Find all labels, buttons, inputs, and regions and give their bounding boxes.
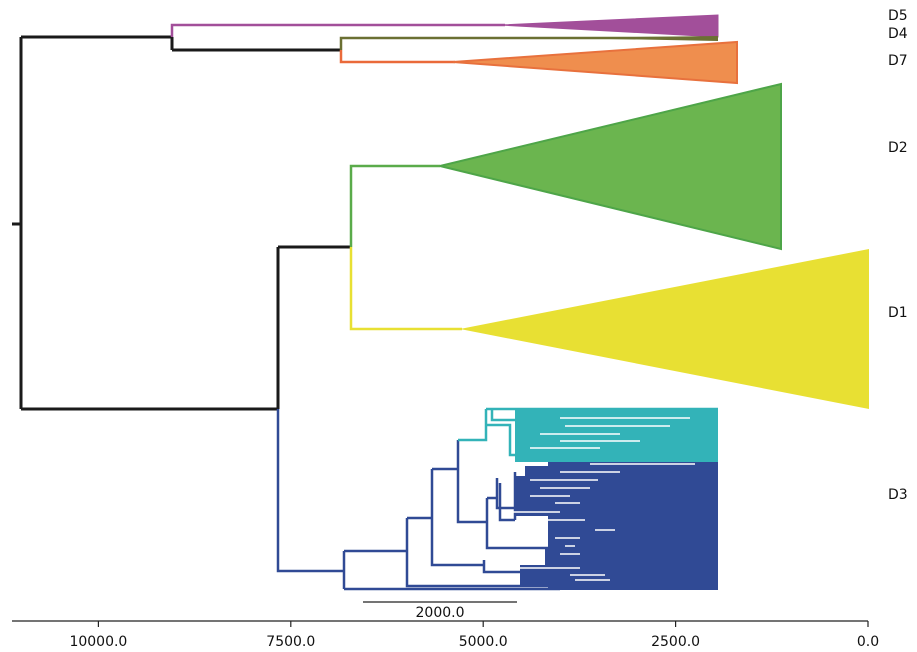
axis-tick-label: 7500.0 (266, 634, 315, 650)
backbone-branches (12, 35, 351, 411)
clade-d5 (170, 14, 719, 38)
clade-d2 (349, 82, 782, 251)
clade-labels: D5 D4 D7 D2 D1 D3 (888, 8, 908, 503)
clade-label-d7: D7 (888, 53, 908, 69)
d3-node-4 (456, 440, 487, 524)
clade-label-d2: D2 (888, 140, 908, 156)
d3-cyan-stem (458, 409, 488, 442)
clade-d3 (276, 407, 718, 591)
d3-blue-fill-c (545, 548, 575, 568)
time-axis: 10000.0 7500.0 5000.0 2500.0 0.0 (12, 620, 879, 650)
d5-branch (170, 23, 505, 37)
d3-blue-fill-d (520, 565, 580, 585)
d2-branch (349, 164, 440, 247)
clade-label-d4: D4 (888, 26, 908, 42)
clade-label-d5: D5 (888, 8, 908, 24)
d2-collapsed-clade (439, 82, 782, 251)
axis-tick-label: 0.0 (857, 634, 879, 650)
scale-bar-label: 2000.0 (416, 605, 465, 621)
d3-stem (276, 409, 344, 573)
d7-collapsed-clade (452, 40, 738, 85)
axis-tick-label: 5000.0 (459, 634, 508, 650)
clade-label-d1: D1 (888, 305, 908, 321)
d3-node-2 (405, 518, 560, 588)
d3-white-gaps (510, 417, 695, 581)
clade-d4 (339, 36, 718, 50)
scale-bar: 2000.0 (363, 601, 517, 621)
d1-branch (349, 247, 462, 331)
clade-d7 (339, 40, 738, 85)
d5-collapsed-clade (499, 14, 719, 38)
d7-branch (339, 50, 455, 64)
clade-label-d3: D3 (888, 487, 908, 503)
axis-tick-label: 2500.0 (651, 634, 700, 650)
axis-ticks: 10000.0 7500.0 5000.0 2500.0 0.0 (69, 621, 879, 650)
d3-node-8 (498, 483, 515, 522)
d3-node-3 (430, 469, 484, 567)
d3-node-5 (485, 498, 560, 550)
d4-collapsed-clade (560, 36, 718, 41)
axis-tick-label: 10000.0 (69, 634, 127, 650)
d1-collapsed-clade (460, 249, 869, 409)
clade-d1 (349, 247, 869, 409)
